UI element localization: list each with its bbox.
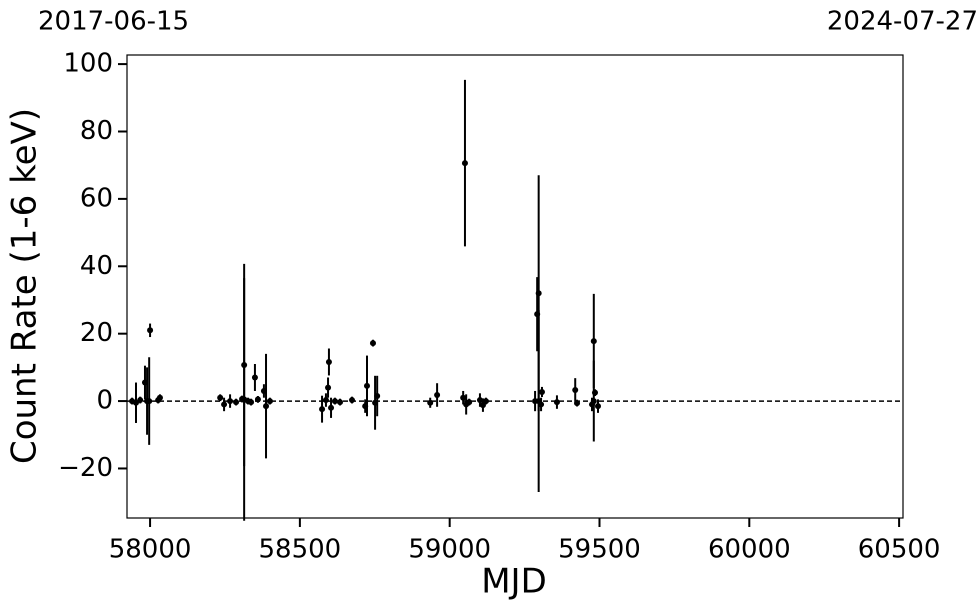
data-point <box>461 160 468 167</box>
data-point <box>337 399 344 406</box>
data-point <box>146 398 153 405</box>
data-point <box>538 388 545 395</box>
y-tick-label: 80 <box>80 116 113 146</box>
data-point <box>374 393 381 400</box>
data-point <box>591 389 598 396</box>
data-point <box>227 398 234 405</box>
data-point <box>217 394 224 401</box>
x-tick-label: 58000 <box>109 535 192 565</box>
data-point <box>266 398 273 405</box>
data-point <box>572 386 579 393</box>
data-point <box>248 399 255 406</box>
data-point <box>476 397 483 404</box>
y-axis-label: Count Rate (1-6 keV) <box>5 108 45 464</box>
data-point <box>594 403 601 410</box>
y-tick-label: 60 <box>80 183 113 213</box>
data-point <box>263 403 270 410</box>
plot-frame <box>126 54 904 519</box>
data-point <box>482 398 489 405</box>
x-axis-label: MJD <box>481 562 547 602</box>
data-point <box>254 396 261 403</box>
x-tick-label: 60500 <box>858 535 941 565</box>
data-point <box>251 374 258 381</box>
data-point <box>221 401 228 408</box>
data-point <box>156 394 163 401</box>
data-point <box>590 338 597 345</box>
y-tick-label: 100 <box>63 49 113 79</box>
data-point <box>233 399 240 406</box>
data-point <box>434 392 441 399</box>
data-point <box>538 401 545 408</box>
data-point <box>427 399 434 406</box>
data-point <box>319 406 326 413</box>
y-tick-label: 40 <box>80 251 113 281</box>
data-point <box>147 327 154 334</box>
y-tick-label: 20 <box>80 318 113 348</box>
data-point <box>369 340 376 347</box>
data-point <box>331 398 338 405</box>
data-point <box>325 358 332 365</box>
data-point <box>322 397 329 404</box>
data-point <box>535 290 542 297</box>
data-point <box>325 384 332 391</box>
data-point <box>574 400 581 407</box>
y-tick-label: −20 <box>58 453 113 483</box>
data-point <box>328 404 335 411</box>
y-tick-label: 0 <box>96 386 113 416</box>
data-point <box>590 398 597 405</box>
top-date-label: 2017-06-15 <box>38 7 189 37</box>
x-tick-label: 59500 <box>558 535 641 565</box>
data-point <box>363 382 370 389</box>
x-tick-label: 60000 <box>708 535 791 565</box>
x-tick-label: 58500 <box>259 535 342 565</box>
top-date-label: 2024-07-27 <box>827 7 978 37</box>
data-point <box>349 397 356 404</box>
data-point <box>553 399 560 406</box>
data-point <box>137 397 144 404</box>
data-point <box>460 394 467 401</box>
data-point <box>466 399 473 406</box>
x-tick-label: 59000 <box>408 535 491 565</box>
